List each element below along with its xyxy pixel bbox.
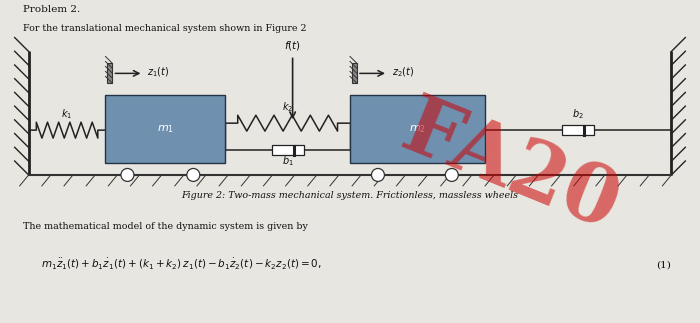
Text: For the translational mechanical system shown in Figure 2: For the translational mechanical system …	[22, 24, 306, 33]
Circle shape	[187, 169, 199, 182]
Bar	[352, 63, 357, 83]
Circle shape	[445, 169, 458, 182]
Text: $f(t)$: $f(t)$	[284, 39, 301, 52]
Circle shape	[372, 169, 384, 182]
Text: $b_1$: $b_1$	[281, 154, 293, 168]
Bar	[272, 145, 304, 155]
Text: (1): (1)	[657, 261, 671, 269]
Bar	[350, 95, 484, 163]
Bar	[106, 95, 225, 163]
Text: $b_2$: $b_2$	[572, 107, 584, 121]
Text: $k_2$: $k_2$	[282, 100, 293, 114]
Text: $m_2$: $m_2$	[409, 123, 426, 135]
Bar	[108, 63, 113, 83]
Text: FA20: FA20	[390, 89, 629, 247]
Text: Figure 2: Two-mass mechanical system. Frictionless, massless wheels: Figure 2: Two-mass mechanical system. Fr…	[181, 191, 519, 200]
Circle shape	[121, 169, 134, 182]
Text: The mathematical model of the dynamic system is given by: The mathematical model of the dynamic sy…	[22, 222, 307, 231]
Text: $z_1(t)$: $z_1(t)$	[148, 66, 169, 79]
Text: $m_1$: $m_1$	[157, 123, 174, 135]
Text: $z_2(t)$: $z_2(t)$	[392, 66, 414, 79]
Text: $k_1$: $k_1$	[62, 107, 73, 121]
Text: $m_1\ddot{z}_1(t) + b_1\dot{z}_1(t) + (k_1 + k_2)\,z_1(t) - b_1\dot{z}_2(t) - k_: $m_1\ddot{z}_1(t) + b_1\dot{z}_1(t) + (k…	[41, 256, 321, 271]
Text: Problem 2.: Problem 2.	[22, 5, 80, 14]
Bar	[562, 125, 594, 135]
